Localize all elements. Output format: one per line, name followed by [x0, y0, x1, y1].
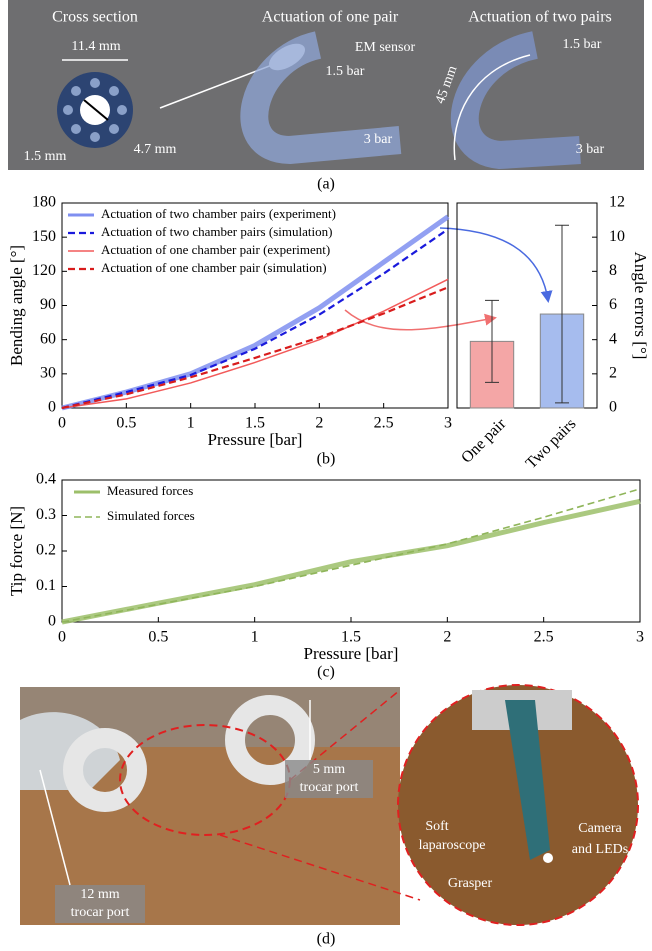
y-tick-label: 2: [609, 365, 617, 382]
y-tick-label: 10: [609, 228, 625, 245]
x-axis-label: Pressure [bar]: [304, 644, 399, 663]
label: 12 mm: [80, 887, 119, 902]
led: [543, 853, 553, 863]
label: and LEDs: [572, 842, 628, 857]
y-axis-label: Tip force [N]: [7, 506, 26, 596]
y-tick-label: 0: [609, 399, 617, 416]
x-tick-label: 0: [58, 415, 66, 432]
legend-label: Actuation of two chamber pairs (experime…: [101, 206, 336, 221]
x-tick-label: 2.5: [534, 629, 554, 646]
label: 5 mm: [313, 762, 345, 777]
y-tick-label: 180: [32, 194, 56, 211]
x-tick-label: 2: [315, 415, 323, 432]
y-tick-label: 6: [609, 296, 617, 313]
arrow: [440, 228, 548, 300]
label: EM sensor: [355, 40, 416, 55]
plot-frame: [62, 480, 640, 622]
label: 4.7 mm: [134, 142, 177, 157]
y-tick-label: 0.2: [36, 542, 56, 559]
label: trocar port: [300, 780, 359, 795]
x-tick-label: 3: [444, 415, 452, 432]
y-tick-label: 0.1: [36, 577, 56, 594]
label: Soft: [425, 819, 448, 834]
x-tick-label: 2.5: [374, 415, 394, 432]
x-tick-label: Two pairs: [523, 415, 580, 472]
legend-label: Actuation of one chamber pair (experimen…: [101, 242, 330, 257]
caption: (d): [317, 931, 336, 948]
figure: Cross section 11.4 mm 1.5 mm 4.7 mm Actu…: [0, 0, 652, 951]
label: Actuation of two pairs: [468, 9, 612, 26]
legend-label: Simulated forces: [107, 508, 195, 523]
x-tick-label: 1: [251, 629, 259, 646]
y-axis-label: Angle errors [°]: [631, 252, 650, 360]
y-tick-label: 150: [32, 228, 56, 245]
label: laparoscope: [419, 838, 486, 853]
x-tick-label: 0.5: [116, 415, 136, 432]
label: Camera: [578, 821, 622, 836]
x-axis-label: Pressure [bar]: [208, 430, 303, 449]
y-tick-label: 60: [40, 330, 56, 347]
label: 3 bar: [576, 142, 605, 157]
label: 1.5 mm: [24, 149, 67, 164]
y-tick-label: 12: [609, 194, 625, 211]
x-tick-label: 1: [187, 415, 195, 432]
legend-label: Measured forces: [107, 483, 193, 498]
label: 11.4 mm: [71, 39, 120, 54]
x-tick-label: 0: [58, 629, 66, 646]
page: Cross section 11.4 mm 1.5 mm 4.7 mm Actu…: [0, 0, 652, 951]
label: trocar port: [71, 905, 130, 920]
y-tick-label: 4: [609, 330, 617, 347]
caption: (a): [317, 176, 335, 193]
caption: (b): [317, 451, 336, 468]
legend-label: Actuation of two chamber pairs (simulati…: [101, 224, 332, 239]
y-tick-label: 0.4: [36, 471, 56, 488]
y-tick-label: 8: [609, 262, 617, 279]
y-tick-label: 0.3: [36, 506, 56, 523]
y-axis-label: Bending angle [°]: [7, 245, 26, 366]
legend-label: Actuation of one chamber pair (simulatio…: [101, 260, 327, 275]
label: Actuation of one pair: [262, 9, 399, 26]
label: 3 bar: [364, 132, 393, 147]
label: Grasper: [448, 876, 493, 891]
x-tick-label: One pair: [458, 415, 510, 467]
y-tick-label: 120: [32, 262, 56, 279]
x-tick-label: 2: [443, 629, 451, 646]
label: 1.5 bar: [563, 37, 602, 52]
caption: (c): [317, 664, 335, 681]
label: 1.5 bar: [326, 64, 365, 79]
y-tick-label: 0: [48, 399, 56, 416]
label: Cross section: [52, 9, 138, 26]
arrow: [345, 310, 494, 330]
x-tick-label: 3: [636, 629, 644, 646]
y-tick-label: 90: [40, 296, 56, 313]
y-tick-label: 0: [48, 613, 56, 630]
y-tick-label: 30: [40, 365, 56, 382]
x-tick-label: 0.5: [148, 629, 168, 646]
